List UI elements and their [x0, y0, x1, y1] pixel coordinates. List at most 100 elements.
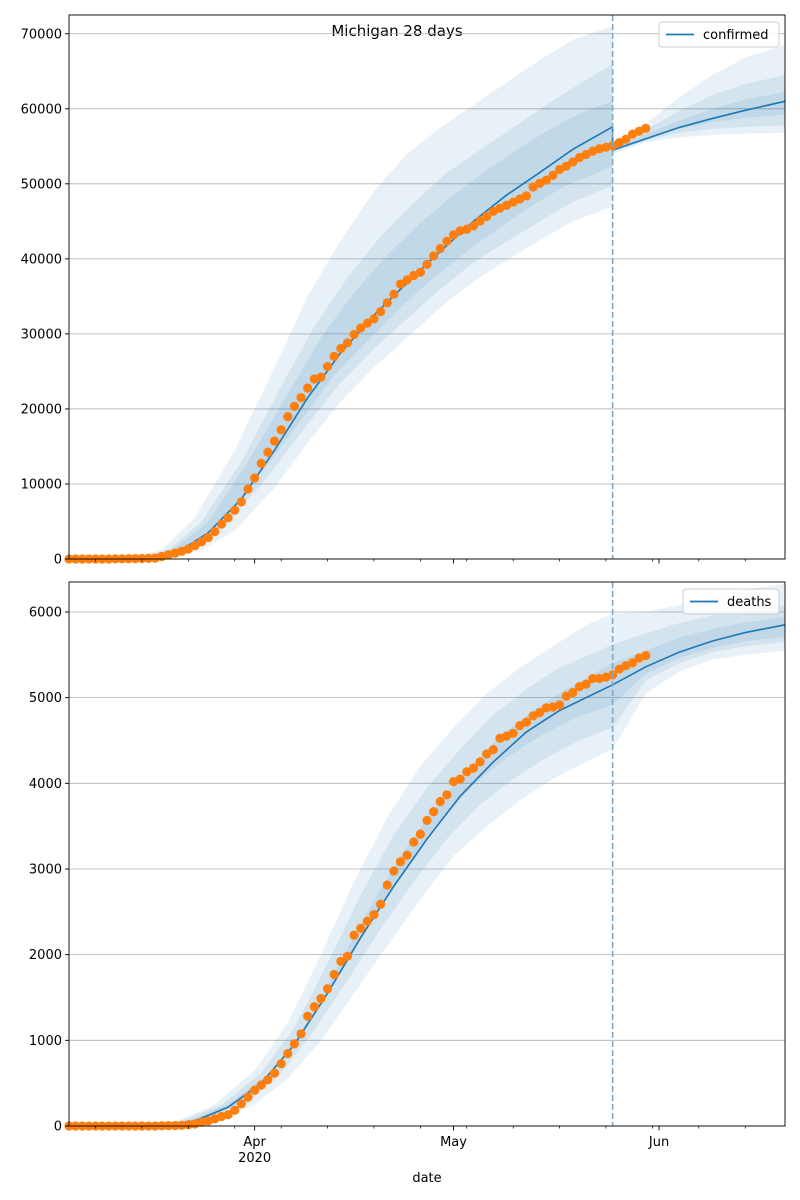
observed-point [488, 745, 498, 755]
observed-point [422, 815, 432, 826]
observed-point [349, 329, 359, 340]
y-tick-label: 70000 [21, 27, 62, 42]
observed-point [223, 1110, 233, 1120]
y-tick-label: 0 [54, 553, 62, 568]
observed-point [329, 969, 339, 980]
observed-point [342, 338, 353, 348]
x-year-label: 2020 [238, 1151, 271, 1166]
x-tick-label: Apr [243, 1135, 266, 1150]
uncertainty-band [69, 63, 785, 560]
legend-box [682, 588, 780, 615]
observed-point [442, 236, 452, 246]
observed-point [369, 314, 379, 324]
panel-confirmed: 0 10000 20000 30000 40000 50000 60000 70000 conf… [21, 14, 786, 568]
observed-point [276, 425, 286, 435]
x-tick-label: Jun [648, 1135, 669, 1150]
observed-point [475, 757, 485, 767]
observed-point [568, 157, 578, 167]
x-tick-label: May [440, 1135, 467, 1150]
observed-point [521, 191, 532, 201]
observed-point [349, 930, 359, 940]
legend-label: deaths [727, 595, 772, 610]
observed-point [508, 728, 518, 738]
observed-point [435, 796, 445, 807]
observed-point [250, 1085, 260, 1095]
observed-point [389, 866, 399, 876]
observed-point [541, 175, 551, 185]
observed-point [415, 829, 425, 839]
axes-frame [68, 581, 786, 1127]
uncertainty-band [69, 26, 785, 559]
observed-point [296, 393, 306, 403]
y-tick-label: 60000 [21, 102, 62, 117]
observed-point [482, 749, 492, 759]
observed-point [236, 1099, 246, 1109]
observed-point [269, 436, 280, 446]
observed-point [535, 708, 545, 718]
y-tick-label: 2000 [29, 948, 62, 963]
observed-point [230, 505, 240, 515]
observed-point [303, 383, 313, 393]
observed-point [375, 307, 386, 317]
x-axis-label: date [412, 1171, 441, 1186]
observed-point [369, 909, 379, 920]
observed-point [455, 774, 465, 784]
observed-point [296, 1029, 306, 1039]
observed-point [627, 658, 638, 668]
observed-point [210, 526, 220, 537]
observed-point [243, 1092, 253, 1102]
observed-point [641, 650, 651, 661]
observed-point [216, 519, 227, 529]
observed-point [362, 916, 372, 926]
y-tick-label: 4000 [29, 777, 62, 792]
observed-point [342, 951, 353, 961]
observed-point [415, 267, 425, 277]
observed-point [276, 1059, 286, 1069]
observed-point [289, 1039, 300, 1049]
observed-point [561, 161, 571, 171]
y-tick-label: 50000 [21, 177, 62, 192]
observed-point [475, 216, 485, 226]
y-tick-label: 0 [54, 1120, 62, 1135]
observed-point [336, 343, 346, 354]
observed-point [289, 401, 300, 411]
observed-point [322, 362, 333, 372]
y-tick-label: 1000 [29, 1034, 62, 1049]
observed-point [230, 1105, 240, 1115]
y-tick-label: 6000 [29, 605, 62, 620]
y-tick-label: 20000 [21, 402, 62, 417]
axes-frame [68, 14, 786, 560]
observed-point [395, 857, 406, 867]
observed-point [362, 318, 372, 328]
observed-point [356, 323, 366, 333]
observed-point [283, 412, 293, 422]
model-line [69, 624, 786, 1127]
observed-point [283, 1049, 293, 1059]
observed-point [448, 230, 459, 240]
observed-point [395, 279, 406, 289]
observed-point [177, 1120, 187, 1130]
uncertainty-band [69, 583, 785, 1126]
y-tick-label: 3000 [29, 862, 62, 877]
observed-point [223, 513, 233, 523]
chart-title: Michigan 28 days [331, 22, 462, 40]
observed-point [548, 170, 558, 180]
observed-point [389, 289, 399, 299]
panel-deaths: 0 1000 2000 3000 4000 5000 6000 Apr May Jun 2020 de… [29, 581, 786, 1166]
observed-point [316, 994, 326, 1004]
observed-point [422, 259, 432, 269]
observed-point [554, 700, 565, 710]
observed-point [309, 1002, 319, 1012]
y-tick-label: 5000 [29, 691, 62, 706]
y-tick-label: 30000 [21, 327, 62, 342]
observed-point [170, 1120, 180, 1131]
observed-point [521, 717, 532, 727]
observed-point [641, 123, 651, 133]
observed-point [303, 1011, 313, 1021]
observed-point [322, 984, 333, 994]
observed-point [468, 221, 479, 231]
observed-point [402, 275, 412, 285]
observed-point [468, 763, 479, 773]
observed-point [568, 687, 578, 698]
